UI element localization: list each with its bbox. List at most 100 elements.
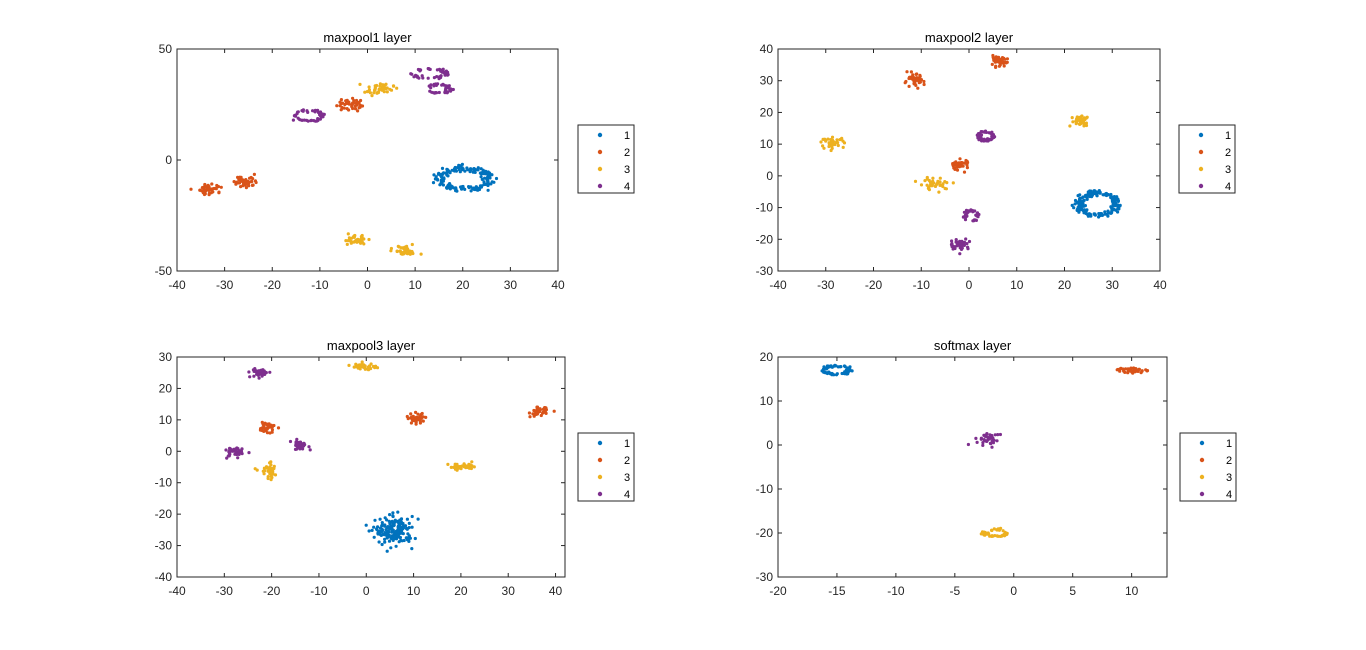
data-point [963, 213, 968, 217]
data-point [437, 90, 441, 95]
data-point [1077, 202, 1082, 206]
data-point [1005, 57, 1010, 61]
data-point [975, 440, 979, 444]
series-1 [820, 363, 854, 377]
data-point [385, 549, 389, 553]
data-point [428, 84, 432, 88]
data-point [1080, 196, 1084, 200]
data-point [291, 118, 295, 122]
legend-label: 4 [1225, 181, 1231, 193]
data-point [914, 72, 918, 76]
x-tick-label: 20 [454, 584, 468, 598]
data-point [431, 181, 436, 185]
data-point [381, 84, 385, 88]
data-point [936, 181, 940, 185]
data-point [841, 145, 845, 149]
data-point [409, 412, 413, 416]
data-point [257, 376, 261, 380]
data-point [827, 144, 831, 149]
data-point [210, 182, 214, 186]
data-point [1114, 201, 1118, 205]
data-point [301, 444, 305, 448]
data-point [986, 137, 990, 141]
x-tick-label: -20 [769, 584, 787, 598]
data-point [376, 91, 380, 95]
y-tick-label: 20 [760, 105, 774, 119]
data-point [442, 177, 446, 181]
data-point [833, 363, 837, 367]
data-point [990, 62, 994, 66]
axes-box [176, 48, 559, 272]
data-point [845, 372, 849, 376]
data-point [959, 240, 963, 244]
data-point [476, 166, 480, 170]
data-point [445, 186, 449, 190]
data-point [1072, 206, 1076, 210]
data-point [405, 536, 409, 540]
series-4 [291, 67, 455, 123]
data-point [472, 465, 476, 469]
data-point [445, 84, 449, 88]
data-point [1122, 369, 1126, 373]
data-point [380, 524, 384, 528]
data-point [360, 104, 365, 108]
data-point [477, 187, 482, 192]
data-point [372, 91, 376, 95]
data-point [419, 414, 423, 418]
legend-marker [1198, 132, 1204, 138]
data-point [380, 527, 384, 531]
data-point [1103, 212, 1107, 216]
legend: 1 2 3 4 [577, 124, 635, 194]
data-point [973, 218, 978, 222]
data-point [453, 168, 457, 172]
data-point [273, 473, 278, 477]
data-point [214, 186, 218, 190]
data-point [484, 182, 488, 186]
data-point [916, 86, 920, 90]
data-point [1076, 194, 1080, 198]
data-point [835, 372, 839, 376]
data-point [453, 464, 457, 468]
data-point [1115, 195, 1119, 199]
data-point [396, 510, 400, 514]
data-point [1080, 204, 1084, 208]
legend-label: 2 [624, 147, 630, 159]
data-point [459, 185, 463, 189]
data-point [262, 426, 266, 430]
data-point [825, 371, 830, 376]
data-point [265, 466, 269, 470]
data-point [1001, 529, 1005, 533]
data-point [364, 523, 368, 527]
data-point [1140, 369, 1144, 373]
data-point [958, 252, 962, 256]
data-point [372, 525, 376, 529]
data-point [1074, 119, 1078, 123]
x-tick-label: -40 [168, 278, 186, 292]
data-point [966, 442, 971, 447]
data-point [363, 364, 367, 368]
data-point [982, 438, 986, 442]
data-point [358, 82, 362, 86]
data-point [463, 463, 467, 468]
x-tick-label: 40 [549, 584, 563, 598]
data-point [830, 373, 834, 377]
data-point [469, 465, 473, 469]
data-point [347, 108, 351, 112]
x-tick-label: -30 [216, 278, 234, 292]
data-point [433, 177, 437, 181]
data-point [386, 529, 391, 533]
data-point [437, 67, 442, 71]
data-point [298, 440, 302, 444]
data-point [263, 372, 267, 376]
data-point [830, 365, 834, 369]
data-point [378, 82, 382, 86]
data-point [918, 80, 922, 84]
x-tick-label: 0 [966, 278, 973, 292]
data-point [997, 64, 1002, 68]
data-point [347, 236, 351, 240]
data-point [995, 439, 999, 443]
data-point [1104, 192, 1108, 196]
data-point [820, 369, 824, 373]
data-point [397, 540, 401, 544]
